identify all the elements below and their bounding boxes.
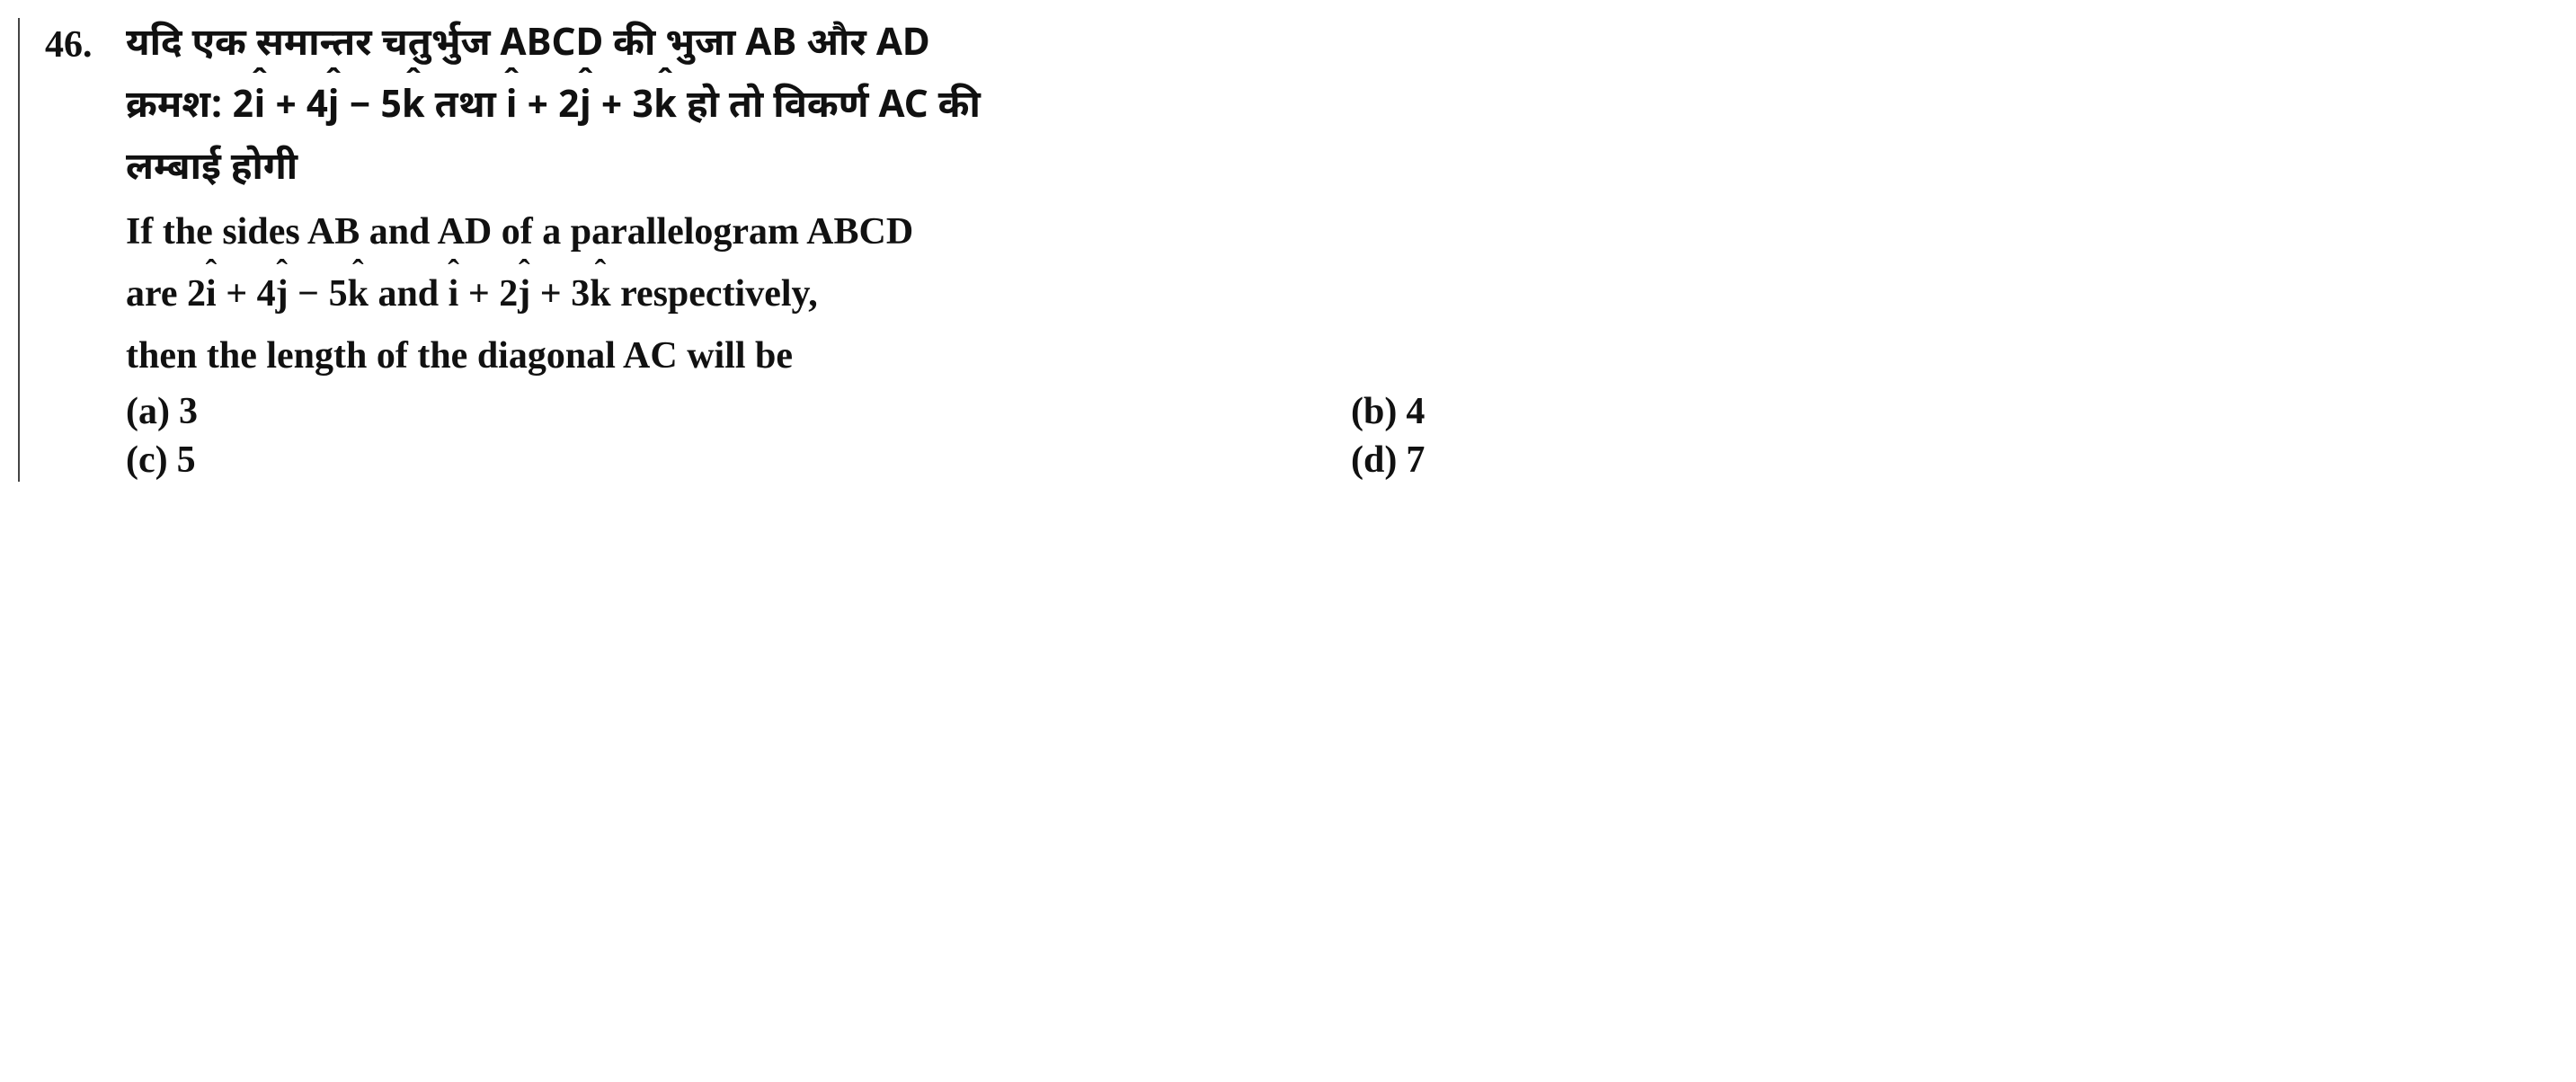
hindi-line-2-pre: क्रमश: — [126, 84, 233, 133]
option-d[interactable]: (d) 7 — [1351, 439, 2540, 482]
option-d-value: 7 — [1406, 439, 1425, 482]
sign-j: + — [517, 84, 558, 133]
english-line-2-pre: are — [126, 273, 187, 315]
option-b-value: 4 — [1406, 390, 1425, 433]
options-grid: (a) 3 (b) 4 (c) 5 (d) 7 — [126, 390, 2540, 482]
j-hat-icon: j — [580, 80, 591, 137]
j-hat-icon: j — [518, 266, 530, 323]
j-hat-icon: j — [328, 80, 340, 137]
english-line-2-post: respectively, — [611, 273, 818, 315]
sign-k: − — [289, 273, 329, 315]
sign-k: + — [530, 273, 571, 315]
option-c-label: (c) — [126, 439, 168, 482]
vector-ad-english: i + 2j + 3k — [449, 273, 611, 315]
option-c-value: 5 — [177, 439, 196, 482]
k-hat-icon: k — [348, 266, 369, 323]
vector-ad-hindi: i + 2j + 3k — [506, 84, 677, 133]
option-d-label: (d) — [1351, 439, 1397, 482]
i-hat-icon: i — [449, 266, 459, 323]
k-hat-icon: k — [653, 80, 677, 137]
hindi-line-2-post: हो तो विकर्ण AC की — [677, 84, 981, 133]
english-line-1: If the sides AB and AD of a parallelogra… — [126, 204, 2540, 261]
coef-k: 3 — [633, 84, 654, 133]
hindi-line-2: क्रमश: 2i + 4j − 5k तथा i + 2j + 3k हो त… — [126, 80, 2540, 137]
option-a-label: (a) — [126, 390, 170, 433]
coef-i: 2 — [187, 273, 206, 315]
vector-ab-english: 2i + 4j − 5k — [187, 273, 369, 315]
sign-j: + — [217, 273, 257, 315]
i-hat-icon: i — [206, 266, 217, 323]
option-a[interactable]: (a) 3 — [126, 390, 1315, 433]
option-b[interactable]: (b) 4 — [1351, 390, 2540, 433]
hindi-line-1: यदि एक समान्तर चतुर्भुज ABCD की भुजा AB … — [126, 18, 2540, 75]
sign-k: + — [591, 84, 633, 133]
coef-j: 2 — [499, 273, 518, 315]
sign-j: + — [265, 84, 306, 133]
k-hat-icon: k — [590, 266, 610, 323]
hindi-line-3: लम्बाई होगी — [126, 142, 2540, 199]
option-c[interactable]: (c) 5 — [126, 439, 1315, 482]
vector-ab-hindi: 2i + 4j − 5k — [233, 84, 425, 133]
question-body: यदि एक समान्तर चतुर्भुज ABCD की भुजा AB … — [126, 18, 2540, 482]
j-hat-icon: j — [276, 266, 289, 323]
option-a-value: 3 — [179, 390, 198, 433]
i-hat-icon: i — [506, 80, 518, 137]
coef-j: 4 — [257, 273, 276, 315]
i-hat-icon: i — [254, 80, 266, 137]
coef-k: 3 — [571, 273, 590, 315]
coef-k: 5 — [329, 273, 348, 315]
option-b-label: (b) — [1351, 390, 1397, 433]
question-block: 46. यदि एक समान्तर चतुर्भुज ABCD की भुजा… — [18, 18, 2540, 482]
english-line-3: then the length of the diagonal AC will … — [126, 328, 2540, 385]
question-number: 46. — [45, 18, 126, 67]
sign-j: + — [458, 273, 499, 315]
coef-k: 5 — [380, 84, 402, 133]
english-line-2-mid: and — [369, 273, 449, 315]
english-line-2: are 2i + 4j − 5k and i + 2j + 3k respect… — [126, 266, 2540, 323]
hindi-line-2-mid: तथा — [425, 84, 506, 133]
k-hat-icon: k — [402, 80, 425, 137]
sign-k: − — [339, 84, 380, 133]
